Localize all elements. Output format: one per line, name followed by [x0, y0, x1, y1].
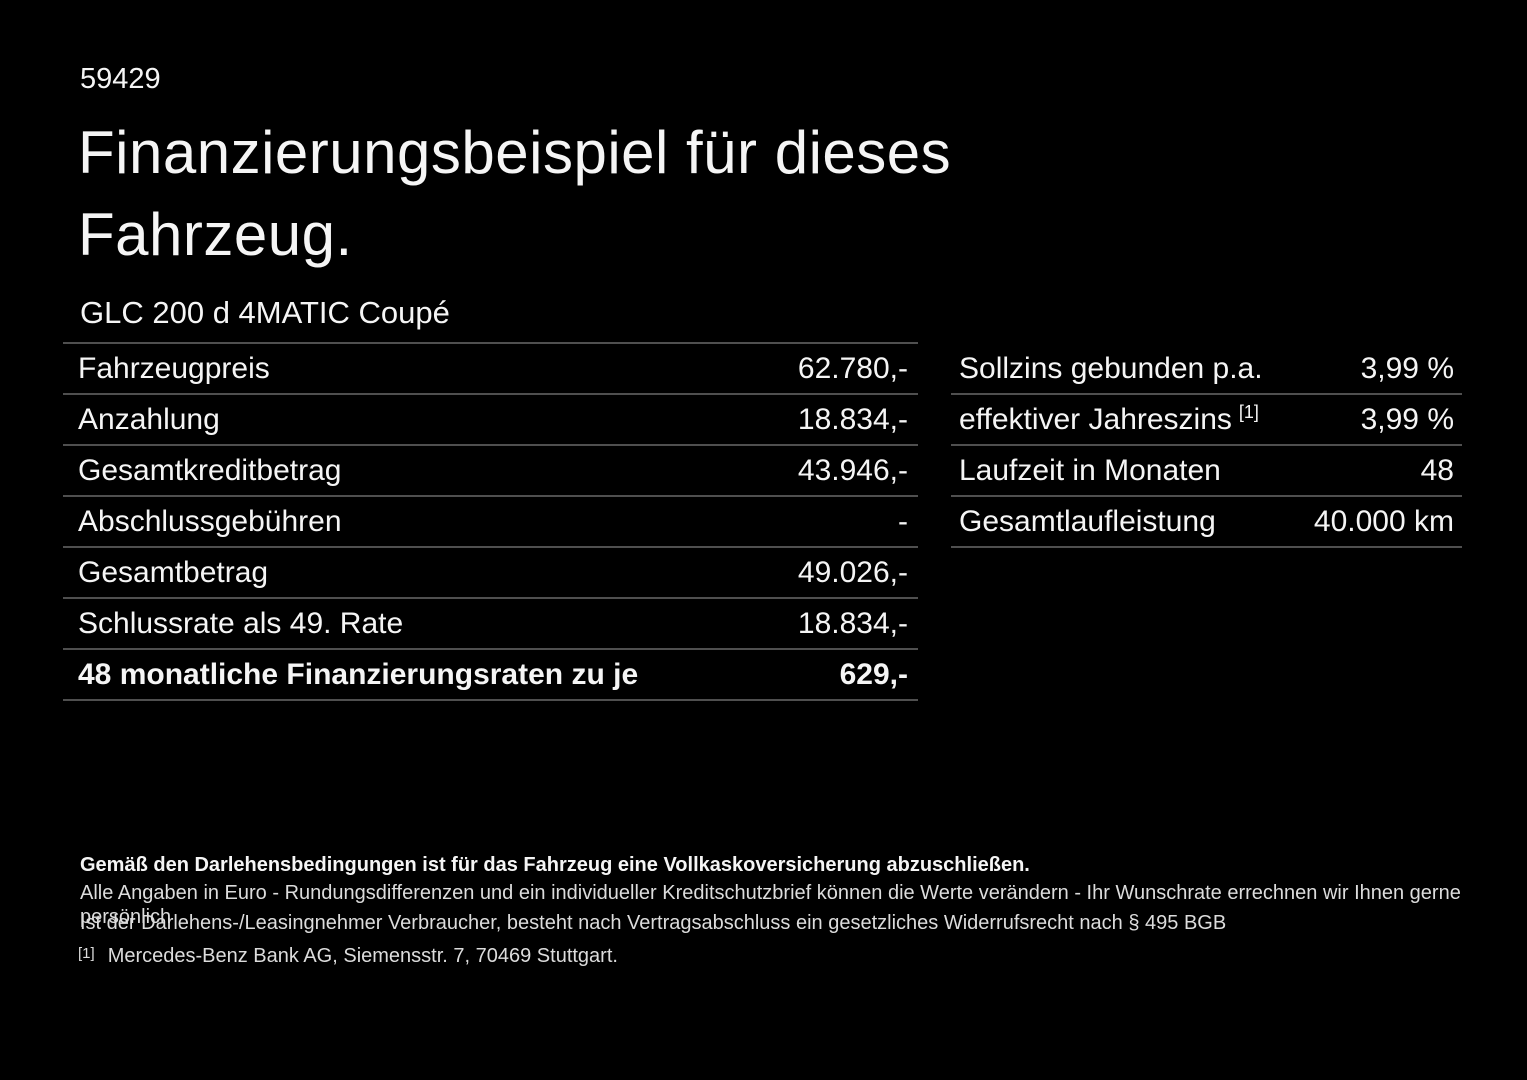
- disclaimer-line-1: Alle Angaben in Euro - Rundungsdifferenz…: [80, 882, 1461, 928]
- table-row-gesamtlaufleistung: Gesamtlaufleistung 40.000 km: [951, 497, 1462, 548]
- table-row-fahrzeugpreis: Fahrzeugpreis 62.780,-: [63, 344, 918, 395]
- conditions-table: Sollzins gebunden p.a. 3,99 % effektiver…: [951, 342, 1462, 548]
- row-value: 18.834,-: [797, 606, 908, 640]
- row-label: Anzahlung: [78, 402, 220, 436]
- table-row-schlussrate: Schlussrate als 49. Rate 18.834,-: [63, 599, 918, 650]
- row-value: 62.780,-: [797, 351, 908, 385]
- page-title-line2: Fahrzeug.: [78, 201, 353, 268]
- row-label: Gesamtlaufleistung: [959, 504, 1216, 538]
- row-label-text: effektiver Jahreszins: [959, 402, 1232, 436]
- row-value: 49.026,-: [797, 555, 908, 589]
- row-value: 3,99 %: [1360, 402, 1454, 436]
- doc-number: 59429: [80, 63, 161, 95]
- table-row-laufzeit: Laufzeit in Monaten 48: [951, 446, 1462, 497]
- row-label: Fahrzeugpreis: [78, 351, 270, 385]
- footnote-text: Mercedes-Benz Bank AG, Siemensstr. 7, 70…: [107, 945, 618, 967]
- insurance-note: Gemäß den Darlehensbedingungen ist für d…: [80, 854, 1030, 876]
- table-row-gesamtkreditbetrag: Gesamtkreditbetrag 43.946,-: [63, 446, 918, 497]
- disclaimer-line-2: Ist der Darlehens-/Leasingnehmer Verbrau…: [80, 912, 1227, 934]
- vehicle-model: GLC 200 d 4MATIC Coupé: [80, 295, 450, 330]
- row-value: -: [898, 504, 908, 538]
- page-title: Finanzierungsbeispiel für dieses Fahrzeu…: [78, 112, 951, 276]
- footnote-marker: [1]: [78, 945, 95, 962]
- row-value: 629,-: [839, 657, 908, 691]
- row-label: effektiver Jahreszins [1]: [959, 401, 1259, 437]
- row-value: 40.000 km: [1313, 504, 1454, 538]
- footnote-reference-marker: [1]: [1238, 401, 1259, 422]
- row-label: Gesamtbetrag: [78, 555, 269, 589]
- table-row-gesamtbetrag: Gesamtbetrag 49.026,-: [63, 548, 918, 599]
- row-label: Sollzins gebunden p.a.: [959, 351, 1263, 385]
- table-row-abschlussgebuehren: Abschlussgebühren -: [63, 497, 918, 548]
- row-label: Gesamtkreditbetrag: [78, 453, 342, 487]
- row-value: 3,99 %: [1360, 351, 1454, 385]
- row-value: 48: [1420, 453, 1454, 487]
- row-value: 18.834,-: [797, 402, 908, 436]
- table-row-anzahlung: Anzahlung 18.834,-: [63, 395, 918, 446]
- row-value: 43.946,-: [797, 453, 908, 487]
- table-row-monatsrate: 48 monatliche Finanzierungsraten zu je 6…: [63, 650, 918, 701]
- row-label: 48 monatliche Finanzierungsraten zu je: [78, 657, 639, 691]
- page-title-line1: Finanzierungsbeispiel für dieses: [78, 119, 952, 186]
- table-row-sollzins: Sollzins gebunden p.a. 3,99 %: [951, 344, 1462, 395]
- row-label: Laufzeit in Monaten: [959, 453, 1221, 487]
- footnote: [1] Mercedes-Benz Bank AG, Siemensstr. 7,…: [78, 944, 618, 970]
- table-row-effektiver-jahreszins: effektiver Jahreszins [1] 3,99 %: [951, 395, 1462, 446]
- row-label: Abschlussgebühren: [78, 504, 342, 538]
- finance-table: Fahrzeugpreis 62.780,- Anzahlung 18.834,…: [63, 342, 918, 701]
- row-label: Schlussrate als 49. Rate: [78, 606, 404, 640]
